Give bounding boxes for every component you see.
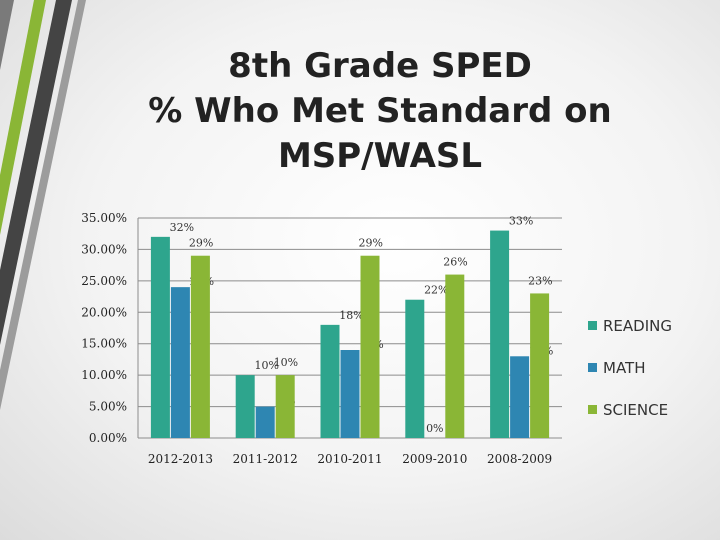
chart-title-line: MSP/WASL [277,136,483,176]
x-category-label: 2011-2012 [233,452,298,466]
bar-reading [405,299,425,438]
y-tick-label: 5.00% [89,400,127,414]
x-category-label: 2008-2009 [487,452,552,466]
bar-reading [150,236,170,438]
bar-science [190,255,210,438]
bar-math [170,287,190,438]
y-tick-label: 0.00% [89,431,127,445]
bar-reading [490,230,510,438]
data-label: 22% [424,284,448,297]
legend-label-math: MATH [603,359,645,377]
bar-math [340,350,360,438]
bar-reading [235,375,255,438]
legend-swatch-science [588,405,597,414]
data-label: 18% [339,309,363,322]
chart-title: 8th Grade SPED % Who Met Standard on MSP… [120,44,640,179]
data-label: 26% [443,256,467,269]
y-tick-label: 25.00% [81,274,127,288]
x-category-label: 2009-2010 [402,452,467,466]
data-label: 10% [254,359,278,372]
bar-reading [320,324,340,438]
y-tick-label: 10.00% [81,368,127,382]
y-tick-label: 15.00% [81,337,127,351]
bar-math [510,356,530,438]
data-label: 32% [170,221,194,234]
bar-science [360,255,380,438]
data-label: 0% [426,422,443,435]
legend-label-science: SCIENCE [603,401,668,419]
legend-swatch-math [588,363,597,372]
bar-science [530,293,550,438]
chart-title-line: 8th Grade SPED [228,46,532,86]
legend-label-reading: READING [603,317,672,335]
y-tick-label: 35.00% [81,211,127,225]
data-label: 23% [528,274,552,287]
x-category-label: 2010-2011 [317,452,382,466]
data-label: 33% [509,215,533,228]
data-label: 10% [274,356,298,369]
y-tick-label: 20.00% [81,305,127,319]
bar-science [275,375,295,438]
data-label: 29% [189,237,213,250]
chart-title-line: % Who Met Standard on [148,91,612,131]
bar-math [255,406,275,438]
bar-science [445,274,465,438]
x-category-label: 2012-2013 [148,452,213,466]
legend-swatch-reading [588,321,597,330]
y-tick-label: 30.00% [81,242,127,256]
data-label: 29% [359,237,383,250]
